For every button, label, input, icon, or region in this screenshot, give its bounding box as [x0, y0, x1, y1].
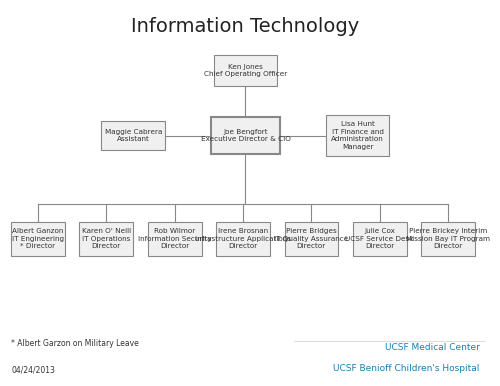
- Text: UCSF Medical Center: UCSF Medical Center: [385, 343, 480, 352]
- FancyBboxPatch shape: [284, 222, 338, 256]
- FancyBboxPatch shape: [216, 222, 270, 256]
- Text: Information Technology: Information Technology: [132, 17, 360, 36]
- FancyBboxPatch shape: [11, 222, 65, 256]
- Text: Lisa Hunt
IT Finance and
Administration
Manager: Lisa Hunt IT Finance and Administration …: [332, 121, 384, 150]
- FancyBboxPatch shape: [353, 222, 406, 256]
- Text: UCSF Benioff Children's Hospital: UCSF Benioff Children's Hospital: [334, 364, 480, 372]
- FancyBboxPatch shape: [421, 222, 475, 256]
- FancyBboxPatch shape: [212, 117, 280, 154]
- FancyBboxPatch shape: [80, 222, 133, 256]
- Text: Pierre Brickey Interim
Mission Bay IT Program
Director: Pierre Brickey Interim Mission Bay IT Pr…: [406, 229, 490, 249]
- FancyBboxPatch shape: [102, 121, 165, 150]
- Text: Joe Bengfort
Executive Director & CIO: Joe Bengfort Executive Director & CIO: [200, 129, 290, 142]
- Text: Rob Wilmor
Information Security
Director: Rob Wilmor Information Security Director: [138, 229, 212, 249]
- Text: * Albert Garzon on Military Leave: * Albert Garzon on Military Leave: [11, 339, 139, 348]
- FancyBboxPatch shape: [326, 115, 390, 156]
- Text: Ken Jones
Chief Operating Officer: Ken Jones Chief Operating Officer: [204, 64, 287, 77]
- Text: Irene Brosnan
Infrastructure Applications
Director: Irene Brosnan Infrastructure Application…: [195, 229, 291, 249]
- Text: 04/24/2013: 04/24/2013: [11, 366, 55, 374]
- FancyBboxPatch shape: [148, 222, 202, 256]
- Text: Julie Cox
UCSF Service Desk
Director: Julie Cox UCSF Service Desk Director: [346, 229, 414, 249]
- Text: Pierre Bridges
IT Quality Assurance
Director: Pierre Bridges IT Quality Assurance Dire…: [274, 229, 348, 249]
- Text: Karen O' Neill
IT Operations
Director: Karen O' Neill IT Operations Director: [82, 229, 131, 249]
- FancyBboxPatch shape: [214, 55, 277, 86]
- Text: Albert Ganzon
IT Engineering
* Director: Albert Ganzon IT Engineering * Director: [12, 229, 64, 249]
- Text: Maggie Cabrera
Assistant: Maggie Cabrera Assistant: [104, 129, 162, 142]
